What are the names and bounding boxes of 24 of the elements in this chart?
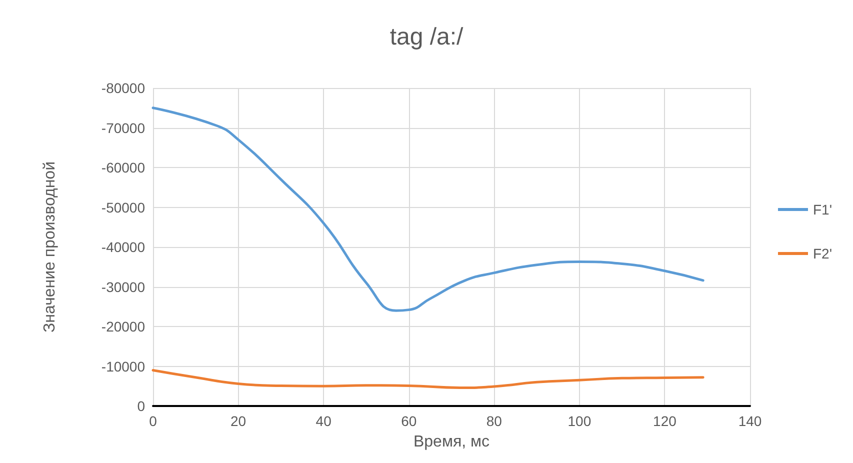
y-tick-label: -30000 <box>101 278 146 295</box>
y-axis-title: Значение производной <box>42 161 58 333</box>
x-tick-label: 120 <box>653 413 677 429</box>
x-tick-label: 40 <box>316 413 332 429</box>
x-tick-label: 100 <box>568 413 592 429</box>
x-tick-label: 80 <box>486 413 502 429</box>
y-tick-label: -40000 <box>101 239 146 255</box>
chart-title: tag /a:/ <box>390 24 464 50</box>
y-tick-label: -60000 <box>101 160 146 176</box>
legend-label: F2' <box>812 246 832 262</box>
legend-label: F1' <box>812 202 832 218</box>
x-tick-label: 0 <box>149 413 158 429</box>
y-tick-label: -50000 <box>101 199 146 216</box>
x-axis-title: Время, мс <box>413 434 490 450</box>
y-tick-label: -80000 <box>101 80 146 96</box>
line-series <box>152 368 704 389</box>
y-tick-label: -10000 <box>101 358 146 374</box>
x-tick-label: 140 <box>738 413 762 429</box>
y-tick-label: -20000 <box>101 318 146 334</box>
x-tick-label: 60 <box>401 413 417 429</box>
y-tick-label: 0 <box>137 398 146 414</box>
x-tick-label: 20 <box>230 413 246 429</box>
y-tick-label: -70000 <box>101 120 146 136</box>
line-series <box>152 106 704 312</box>
